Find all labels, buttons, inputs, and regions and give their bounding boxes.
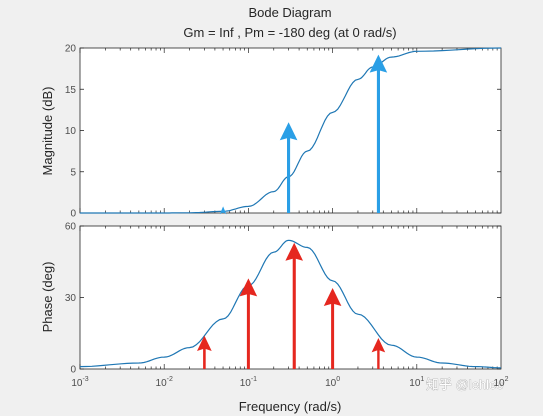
watermark: 知乎 @lehleo bbox=[426, 377, 504, 392]
phase-arrow bbox=[239, 278, 258, 369]
magnitude-arrow bbox=[369, 54, 388, 213]
phase-arrow bbox=[323, 288, 342, 369]
phase-axes bbox=[79, 225, 502, 370]
phase-ytick-label: 60 bbox=[65, 222, 77, 233]
phase-ytick-label: 0 bbox=[70, 365, 76, 376]
x-axis-label: Frequency (rad/s) bbox=[239, 399, 342, 414]
x-tick-label: 10-1 bbox=[240, 376, 257, 389]
chart-title: Bode Diagram bbox=[248, 5, 331, 20]
magnitude-ytick-label: 5 bbox=[70, 167, 76, 178]
magnitude-ytick-label: 20 bbox=[65, 44, 77, 55]
magnitude-ytick-label: 15 bbox=[65, 85, 77, 96]
x-tick-label: 10-2 bbox=[156, 376, 173, 389]
magnitude-y-label: Magnitude (dB) bbox=[40, 87, 55, 176]
magnitude-ytick-label: 0 bbox=[70, 209, 76, 220]
chart-subtitle: Gm = Inf , Pm = -180 deg (at 0 rad/s) bbox=[183, 25, 396, 40]
phase-plot-frame bbox=[79, 225, 502, 370]
phase-curve bbox=[79, 239, 501, 369]
magnitude-curve bbox=[80, 47, 502, 214]
x-tick-label: 10-3 bbox=[71, 376, 88, 389]
magnitude-marks: 0 5 10 15 20 bbox=[65, 44, 502, 220]
x-tick-label: 102 bbox=[493, 376, 508, 389]
phase-arrow bbox=[285, 242, 303, 369]
phase-arrow bbox=[197, 335, 212, 369]
phase-arrow bbox=[371, 338, 386, 369]
phase-marks: 0 30 60 10-3 10-2 10-1 100 101 102 bbox=[65, 222, 509, 390]
x-tick-label: 100 bbox=[325, 376, 340, 389]
x-tick-label: 101 bbox=[409, 376, 424, 389]
magnitude-ytick-label: 10 bbox=[65, 126, 77, 137]
phase-ytick-label: 30 bbox=[65, 293, 77, 304]
magnitude-arrow bbox=[219, 206, 227, 215]
magnitude-arrow bbox=[279, 122, 298, 213]
phase-y-label: Phase (deg) bbox=[40, 262, 55, 333]
